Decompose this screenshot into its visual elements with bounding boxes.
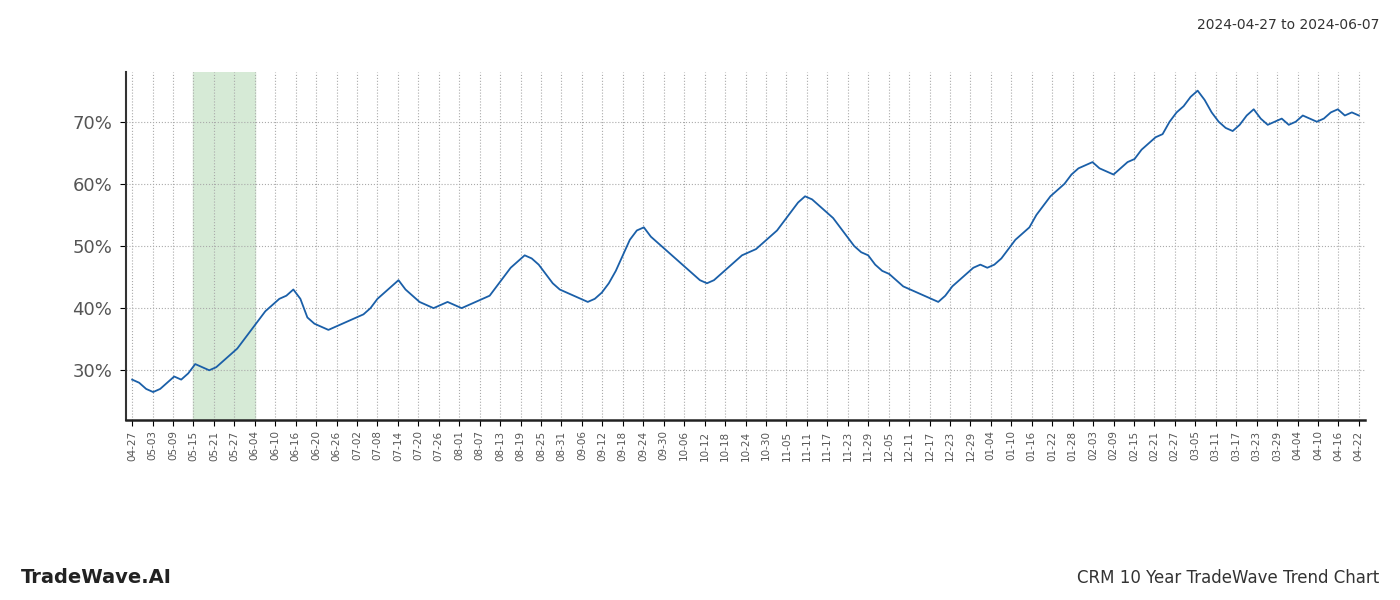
Text: 2024-04-27 to 2024-06-07: 2024-04-27 to 2024-06-07: [1197, 18, 1379, 32]
Text: CRM 10 Year TradeWave Trend Chart: CRM 10 Year TradeWave Trend Chart: [1077, 569, 1379, 587]
Text: TradeWave.AI: TradeWave.AI: [21, 568, 172, 587]
Bar: [193, 72, 255, 420]
